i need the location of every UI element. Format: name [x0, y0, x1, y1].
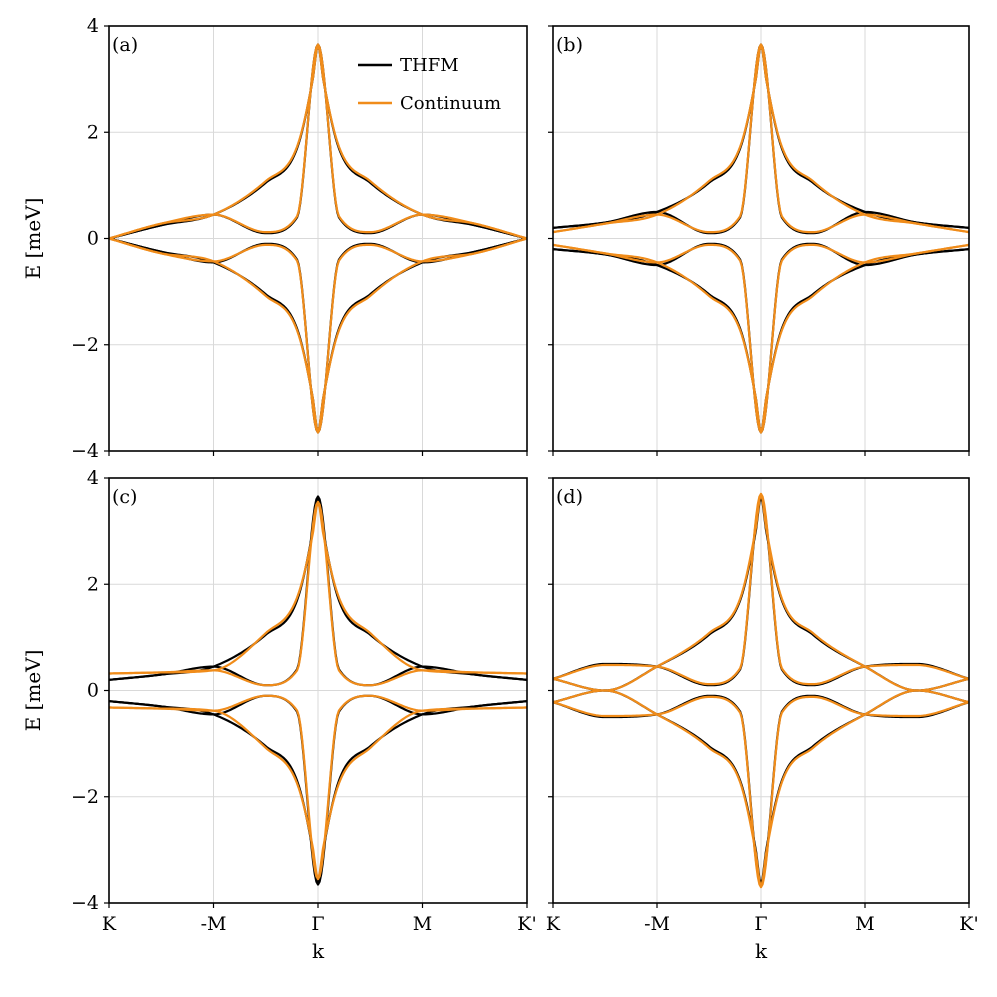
band-line-continuum-2	[553, 43, 969, 234]
band-line-continuum-4	[109, 237, 527, 434]
panel-curves	[109, 43, 527, 434]
panel-label: (a)	[112, 34, 138, 56]
panel-label: (d)	[556, 486, 583, 508]
panel-b: (b)	[548, 25, 970, 456]
panels-layer: 4 2 0 −2 −4 E [meV] (a) THFM Continuum (b) K -M Γ M K'…	[21, 15, 979, 963]
legend-label: THFM	[400, 55, 459, 76]
band-line-continuum-4	[553, 243, 969, 434]
y-tick-label: 2	[87, 121, 99, 143]
panel-curves	[553, 492, 969, 889]
band-line-continuum-2	[109, 500, 527, 675]
legend-label: Continuum	[400, 93, 501, 114]
x-tick-label: Γ	[311, 913, 324, 935]
x-tick-label: K'	[959, 913, 978, 935]
x-tick-label: M	[855, 913, 874, 935]
x-tick-label: K	[102, 913, 117, 935]
panel-a: 4 2 0 −2 −4 E [meV] (a) THFM Continuum	[21, 15, 528, 462]
y-tick-label: 4	[87, 15, 99, 37]
x-tick-label: Γ	[754, 913, 767, 935]
panel-d: K -M Γ M K' k (d)	[546, 477, 979, 963]
x-tick-label: K	[546, 913, 561, 935]
panel-curves	[553, 43, 969, 434]
y-tick-label: −2	[71, 334, 99, 356]
band-line-continuum-4	[553, 689, 969, 889]
band-line-continuum-2	[109, 43, 527, 240]
y-tick-label: −2	[71, 786, 99, 808]
y-axis-label: E [meV]	[21, 650, 45, 732]
x-tick-label: -M	[201, 913, 227, 935]
y-tick-label: 2	[87, 573, 99, 595]
panel-label: (b)	[556, 34, 583, 56]
panel-curves	[109, 495, 527, 886]
band-line-continuum-4	[109, 706, 527, 881]
x-tick-label: -M	[644, 913, 670, 935]
x-axis-label: k	[755, 939, 768, 963]
legend: THFM Continuum	[358, 55, 501, 114]
y-axis-label: E [meV]	[21, 198, 45, 280]
y-tick-label: −4	[71, 440, 99, 462]
x-tick-label: M	[413, 913, 432, 935]
panel-c: K -M Γ M K' 4 2 0 −2 −4 E [meV] k (c)	[21, 467, 537, 963]
y-tick-label: −4	[71, 892, 99, 914]
x-axis-label: k	[312, 939, 325, 963]
x-tick-label: K'	[517, 913, 536, 935]
y-tick-label: 4	[87, 467, 99, 489]
y-tick-label: 0	[87, 228, 99, 250]
y-tick-label: 0	[87, 680, 99, 702]
band-line-continuum-2	[553, 492, 969, 692]
panel-label: (c)	[112, 486, 137, 508]
